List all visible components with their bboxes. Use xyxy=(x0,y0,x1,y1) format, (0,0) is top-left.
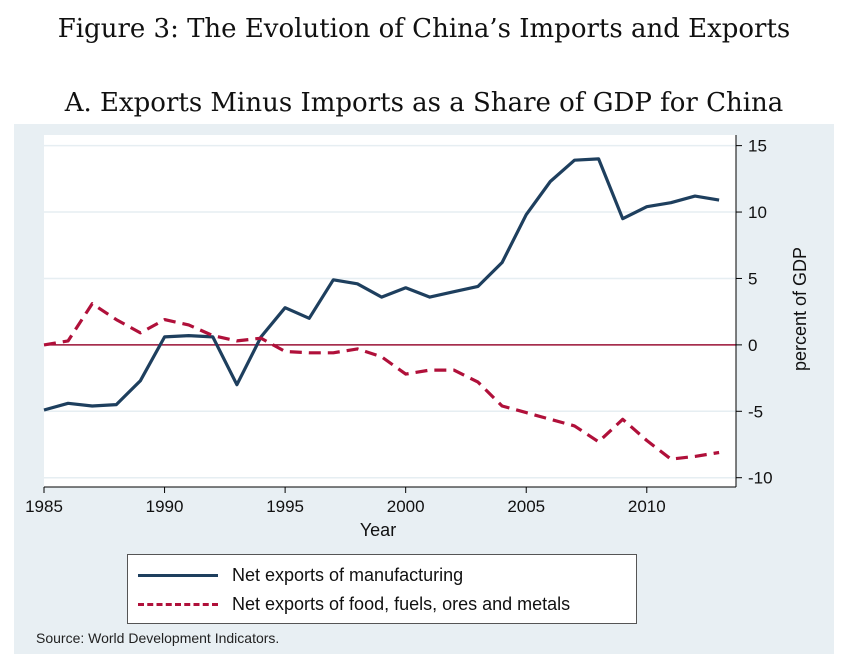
legend-label-manufacturing: Net exports of manufacturing xyxy=(232,564,464,585)
figure-title: Figure 3: The Evolution of China’s Impor… xyxy=(57,14,791,44)
series-line-manufacturing xyxy=(43,157,720,412)
y-tick-label: 0 xyxy=(748,336,757,355)
series-line-food-fuels xyxy=(43,302,720,461)
legend-label-food-fuels: Net exports of food, fuels, ores and met… xyxy=(232,593,571,614)
x-tick-label: 1995 xyxy=(266,497,304,516)
series-group xyxy=(43,157,720,461)
x-tick-label: 1990 xyxy=(146,497,184,516)
x-axis-label: Year xyxy=(360,520,396,540)
y-tick-label: 10 xyxy=(748,203,767,222)
legend-item-food-fuels: Net exports of food, fuels, ores and met… xyxy=(128,592,570,616)
y-tick-label: 15 xyxy=(748,137,767,156)
y-axis-ticks: 15 10 5 0 -5 -10 xyxy=(736,137,773,488)
y-axis-label: percent of GDP xyxy=(790,247,810,371)
plot-area xyxy=(44,135,736,487)
y-tick-label: -5 xyxy=(748,402,763,421)
x-tick-label: 1985 xyxy=(25,497,63,516)
chart-title: A. Exports Minus Imports as a Share of G… xyxy=(64,88,784,118)
x-tick-label: 2010 xyxy=(628,497,666,516)
x-tick-label: 2005 xyxy=(507,497,545,516)
legend-swatch-solid xyxy=(138,573,218,577)
legend: Net exports of manufacturing Net exports… xyxy=(127,554,637,624)
x-tick-label: 2000 xyxy=(387,497,425,516)
x-axis-ticks: 1985 1990 1995 2000 2005 2010 xyxy=(25,487,666,516)
source-note: Source: World Development Indicators. xyxy=(36,630,280,646)
y-tick-label: 5 xyxy=(748,269,757,288)
legend-swatch-dashed xyxy=(138,602,218,606)
y-tick-label: -10 xyxy=(748,469,773,488)
legend-item-manufacturing: Net exports of manufacturing xyxy=(128,563,463,587)
